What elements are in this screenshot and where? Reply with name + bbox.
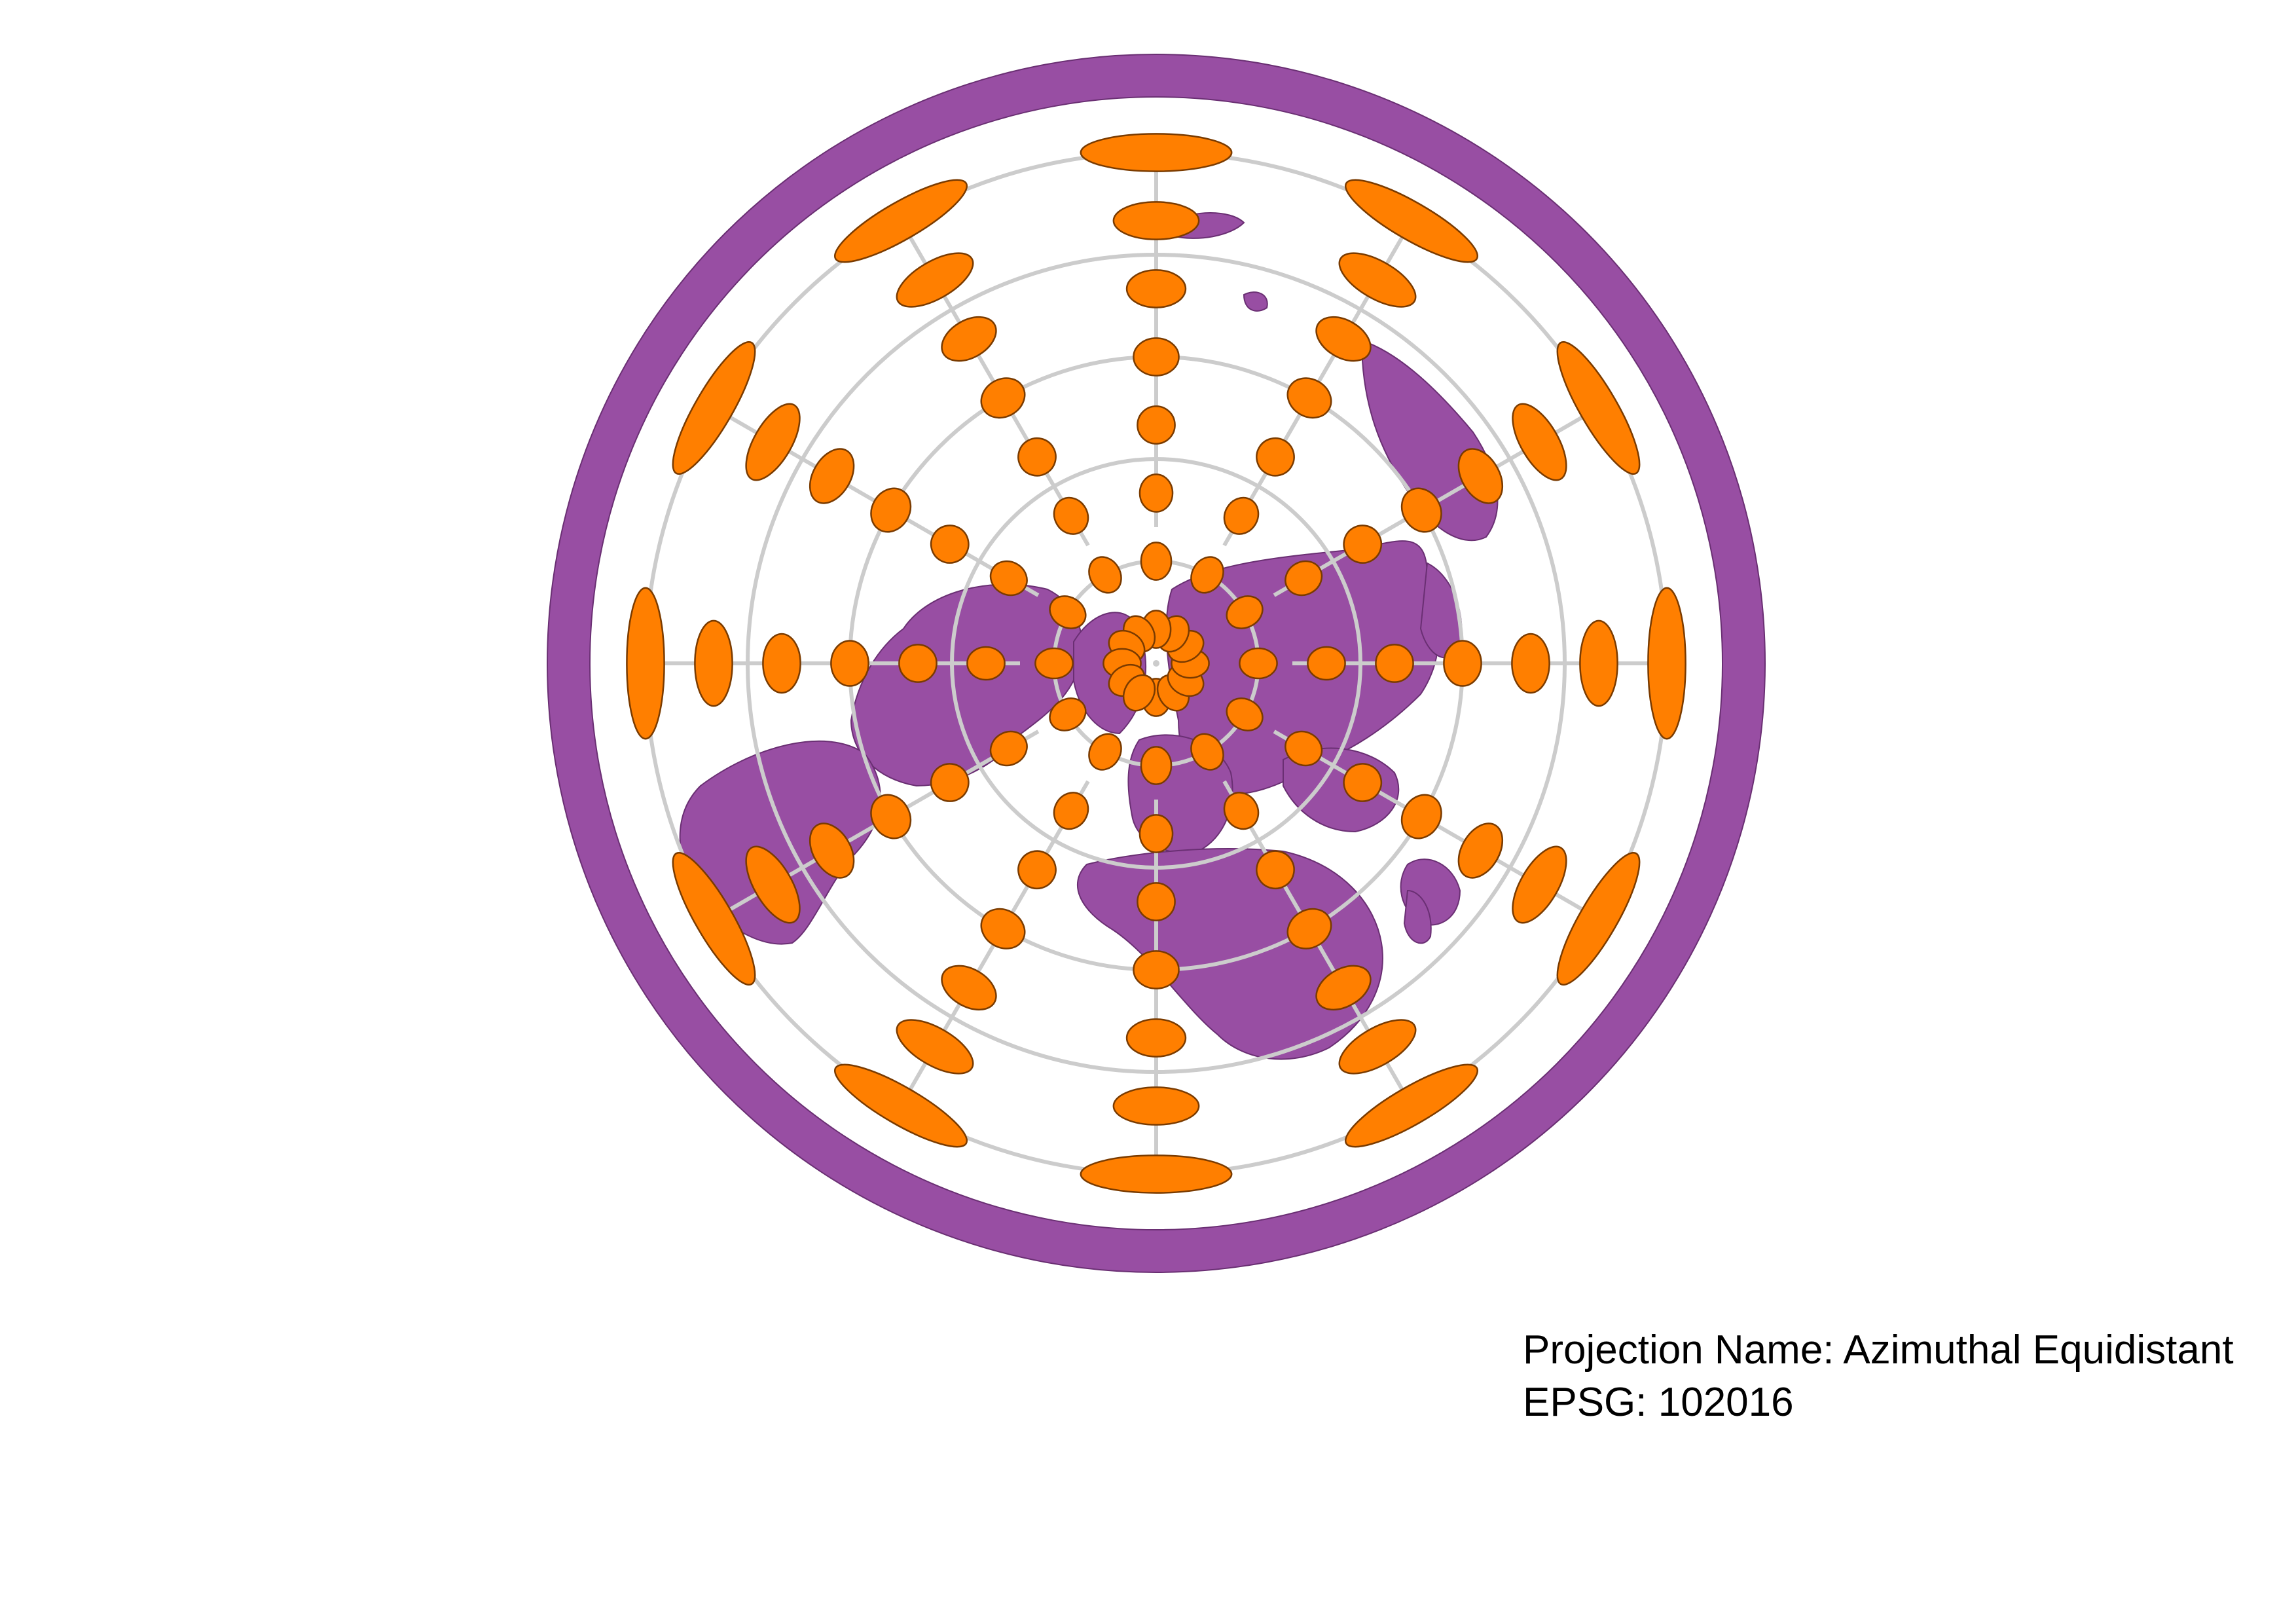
tissot-ellipse — [941, 965, 997, 1011]
tissot-ellipse — [1053, 496, 1089, 535]
tissot-ellipse — [833, 1063, 968, 1148]
tissot-ellipse — [1285, 560, 1323, 597]
projection-caption: Projection Name: Azimuthal Equidistant E… — [1523, 1324, 2234, 1429]
tissot-ellipse — [1122, 674, 1156, 712]
tissot-ellipse — [1579, 619, 1618, 707]
madagascar — [1403, 889, 1432, 944]
tissot-ellipse — [745, 403, 801, 481]
tissot-ellipse — [1190, 556, 1224, 594]
tissot-ellipse — [1375, 644, 1414, 683]
east-asia — [1360, 339, 1499, 542]
tissot-ellipse — [1344, 179, 1479, 263]
tissot-ellipse — [745, 845, 801, 924]
tissot-ellipse — [1256, 437, 1295, 477]
tissot-ellipse — [1457, 448, 1504, 504]
tissot-ellipse — [1017, 850, 1057, 890]
tissot-ellipse — [870, 487, 912, 533]
tissot-ellipse — [1049, 595, 1087, 629]
tissot-ellipse — [1343, 525, 1383, 564]
tissot-ellipse — [980, 908, 1026, 950]
tissot-ellipse — [1338, 1019, 1417, 1075]
tissot-ellipse — [762, 633, 801, 694]
outer-land-ring — [547, 53, 1766, 1274]
tissot-ellipse — [896, 1019, 974, 1075]
tissot-ellipse — [1080, 133, 1233, 172]
tissot-ellipse — [1226, 697, 1264, 731]
tissot-ellipse — [1137, 405, 1176, 445]
tissot-ellipse — [1140, 542, 1173, 581]
tissot-ellipse — [1133, 337, 1180, 377]
tissot-ellipse — [1139, 473, 1174, 513]
tissot-ellipse — [830, 640, 869, 687]
tissot-ellipse — [1140, 746, 1173, 785]
tissot-ellipse — [1400, 487, 1442, 533]
tissot-ellipse — [1080, 1154, 1233, 1194]
tissot-ellipse — [966, 646, 1006, 681]
tissot-ellipse — [870, 794, 912, 840]
north-pole-marker — [1153, 660, 1159, 667]
tissot-ellipse — [1125, 1018, 1187, 1058]
tissot-ellipse — [809, 822, 855, 879]
tissot-ellipse — [1034, 647, 1074, 680]
tissot-ellipse — [930, 525, 970, 564]
tissot-ellipse — [672, 851, 756, 986]
tissot-ellipse — [1511, 633, 1550, 694]
tissot-ellipse — [1239, 647, 1278, 680]
tissot-ellipse — [941, 316, 997, 362]
tissot-ellipse — [989, 560, 1028, 597]
projection-name-label: Projection Name: Azimuthal Equidistant — [1523, 1327, 2234, 1373]
tissot-ellipse — [1556, 341, 1641, 475]
tissot-ellipse — [1112, 201, 1200, 240]
tissot-ellipse — [1112, 1086, 1200, 1126]
tissot-ellipse — [1400, 794, 1442, 840]
north-america — [850, 583, 1083, 787]
tissot-ellipse — [1053, 792, 1089, 830]
tissot-ellipse — [1285, 730, 1323, 767]
tissot-ellipse — [1256, 850, 1295, 890]
tissot-ellipse — [898, 644, 938, 683]
tissot-ellipse — [1443, 640, 1482, 687]
tissot-ellipse — [809, 448, 855, 504]
tissot-ellipse — [1286, 377, 1332, 419]
tissot-ellipse — [1088, 556, 1122, 594]
tissot-ellipse — [1125, 269, 1187, 308]
tissot-ellipse — [1344, 1063, 1479, 1148]
tissot-ellipse — [1556, 851, 1641, 986]
tissot-ellipse — [626, 587, 665, 740]
tissot-ellipse — [1512, 845, 1567, 924]
tissot-ellipse — [1286, 908, 1332, 950]
tissot-ellipse — [1190, 733, 1224, 771]
arctic-islands — [1243, 291, 1268, 312]
tissot-ellipse — [1223, 496, 1260, 535]
tissot-ellipse — [833, 179, 968, 263]
tissot-ellipse — [1139, 814, 1174, 853]
tissot-ellipse — [980, 377, 1026, 419]
epsg-label: EPSG: 102016 — [1523, 1380, 1794, 1425]
tissot-ellipse — [1017, 437, 1057, 477]
tissot-ellipse — [1315, 316, 1372, 362]
tissot-ellipse — [1647, 587, 1686, 740]
tissot-ellipse — [1226, 595, 1264, 629]
tissot-ellipse — [989, 730, 1028, 767]
tissot-ellipse — [672, 341, 756, 475]
tissot-ellipse — [1307, 646, 1346, 681]
tissot-ellipse — [896, 252, 974, 308]
tissot-ellipse — [1223, 792, 1260, 830]
tissot-ellipse — [1343, 763, 1383, 802]
tissot-ellipse — [1315, 965, 1372, 1011]
africa — [1076, 848, 1383, 1060]
tissot-ellipse — [1133, 950, 1180, 989]
tissot-ellipse — [930, 763, 970, 802]
tissot-ellipse — [1049, 697, 1087, 731]
tissot-indicatrices — [626, 133, 1686, 1194]
tissot-ellipse — [1457, 822, 1504, 879]
tissot-ellipse — [1088, 733, 1122, 771]
tissot-ellipse — [694, 619, 733, 707]
tissot-ellipse — [1512, 403, 1567, 481]
tissot-ellipse — [1338, 252, 1417, 308]
tissot-ellipse — [1137, 882, 1176, 921]
